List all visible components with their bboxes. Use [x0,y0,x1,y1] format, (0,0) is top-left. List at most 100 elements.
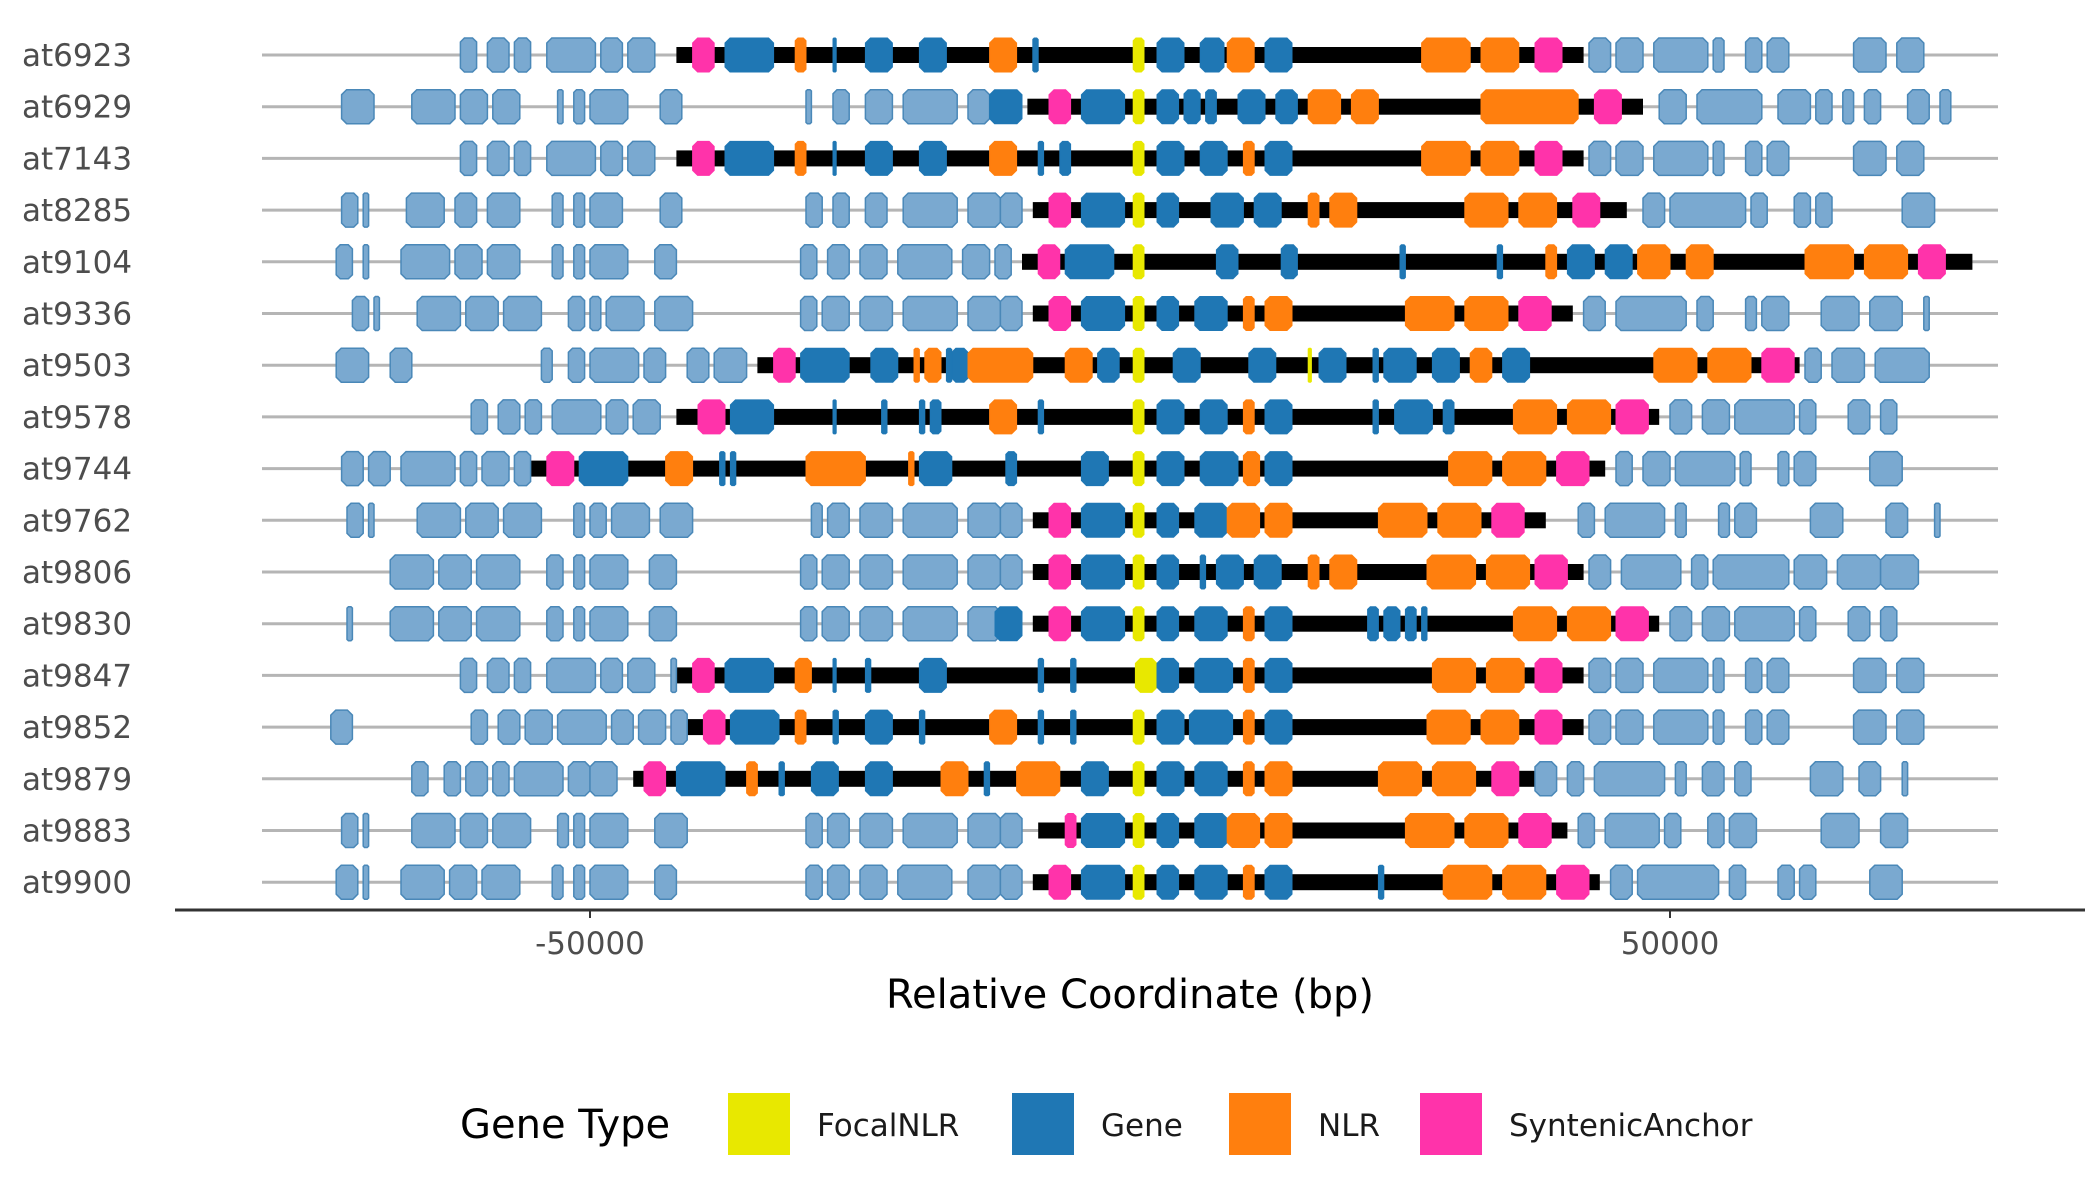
gene-gene [864,761,893,797]
background-gene [832,192,850,228]
gene-nlr [989,140,1018,176]
gene-gene [724,657,775,693]
legend-label-syntenicanchor: SyntenicAnchor [1509,1108,1753,1144]
gene-nlr [1264,761,1293,797]
gene-nlr [1264,813,1293,848]
background-gene [799,554,818,590]
background-gene [1744,37,1763,73]
background-gene [465,761,489,797]
background-gene [400,864,445,900]
background-gene [492,812,532,849]
background-gene [330,709,354,745]
background-gene [902,88,958,125]
gene-syntenicanchor [692,140,715,176]
gene-syntenicanchor [1048,864,1072,900]
background-gene [475,554,521,590]
gene-gene [1194,761,1228,797]
background-gene [362,192,370,228]
background-gene [1847,399,1871,435]
background-gene [1588,140,1612,177]
background-gene [486,192,521,228]
row-label: at9852 [22,710,132,746]
background-gene [524,399,543,435]
gene-gene [1037,709,1045,745]
background-gene [1879,812,1909,849]
background-gene [486,37,510,73]
background-gene [999,554,1023,590]
background-gene [1701,761,1725,797]
gene-nlr [1264,296,1293,331]
background-gene [1588,37,1612,73]
gene-syntenicanchor [1048,89,1072,125]
gene-gene [1156,399,1185,435]
gene-gene [832,140,837,176]
gene-syntenicanchor [1917,244,1946,280]
background-gene [556,709,607,745]
gene-syntenicanchor [692,37,715,73]
background-gene [897,864,953,900]
gene-gene [1194,502,1228,538]
gene-nlr [1421,140,1471,176]
background-gene [1750,192,1768,228]
gene-nlr [1307,192,1320,228]
background-gene [524,709,553,745]
background-gene [902,192,958,228]
gene-gene [1264,606,1293,642]
background-gene [1566,761,1585,797]
background-gene [573,192,586,228]
background-gene [551,399,602,435]
synteny-row-at9762 [262,502,1998,539]
gene-syntenicanchor [1593,89,1622,125]
background-gene [1653,709,1709,745]
gene-syntenicanchor [1037,244,1061,280]
background-gene [1739,450,1752,487]
gene-gene [1194,864,1228,900]
row-label: at9847 [22,658,132,694]
background-gene [546,605,564,642]
legend-swatch-syntenicanchor [1420,1093,1482,1155]
gene-nlr [1431,761,1477,797]
gene-nlr [1480,89,1579,125]
gene-syntenicanchor [1491,761,1520,797]
gene-gene [1264,709,1293,745]
background-gene [340,812,359,849]
gene-gene [864,709,893,745]
gene-nlr [1512,399,1558,435]
gene-nlr [1226,37,1255,73]
rows-layer [262,37,1998,900]
synteny-row-at6923 [262,37,1998,73]
gene-gene [1442,399,1455,435]
background-gene [1534,761,1558,797]
gene-gene [1156,761,1185,797]
gene-nlr [1502,864,1547,900]
background-gene [1836,554,1882,590]
gene-syntenicanchor [697,399,726,435]
gene-nlr [1329,554,1358,590]
background-gene [1777,450,1790,487]
background-gene [346,502,364,539]
gene-nlr [1469,347,1493,383]
gene-syntenicanchor [1556,864,1590,900]
background-gene [1933,502,1941,539]
synteny-row-at9578 [262,399,1998,435]
gene-nlr [1485,657,1525,693]
gene-nlr [1437,502,1482,538]
background-gene [1869,450,1903,487]
background-gene [481,864,521,900]
background-gene [411,761,429,797]
gene-syntenicanchor [1615,606,1649,642]
gene-nlr [1426,709,1471,745]
gene-syntenicanchor [692,657,715,693]
background-gene [551,192,564,228]
gene-syntenicanchor [1534,140,1563,176]
gene-gene [1502,347,1531,383]
synteny-row-at9879 [262,761,1998,797]
background-gene [632,399,661,435]
background-gene [1744,295,1758,332]
background-gene [589,295,602,332]
background-gene [416,502,462,539]
background-gene [1820,295,1860,332]
background-gene [573,812,586,849]
background-gene [1615,450,1633,487]
gene-nlr [989,37,1018,73]
